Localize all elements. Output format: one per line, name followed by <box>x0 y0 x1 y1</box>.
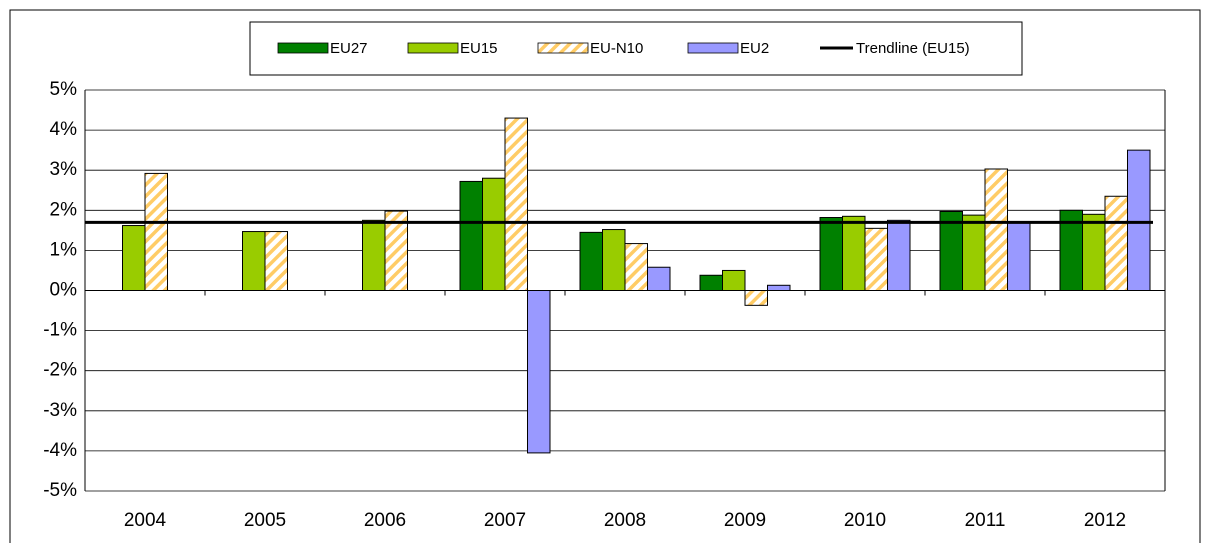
legend-label: EU27 <box>330 40 368 57</box>
legend-swatch <box>687 42 739 54</box>
bar <box>699 274 723 291</box>
x-tick-label: 2005 <box>244 510 286 531</box>
legend-swatch <box>407 42 459 54</box>
bar <box>647 266 671 292</box>
bar <box>819 217 843 292</box>
bar <box>1104 195 1128 291</box>
chart-frame <box>9 9 1201 543</box>
legend-label: EU15 <box>460 40 498 57</box>
x-tick-label: 2011 <box>965 510 1006 531</box>
x-tick-label: 2010 <box>844 510 886 531</box>
legend: EU27 EU15 EU-N10 EU2 Trendline (EU15) <box>249 21 1023 76</box>
bar <box>1127 149 1151 291</box>
bar <box>1007 221 1031 291</box>
bar <box>602 229 626 292</box>
bar <box>722 269 746 292</box>
y-tick-label: 1% <box>50 239 78 260</box>
bar <box>384 210 408 292</box>
x-tick-label: 2006 <box>364 510 406 531</box>
y-tick-label: -4% <box>43 440 77 461</box>
x-tick-label: 2008 <box>604 510 646 531</box>
bar <box>362 219 386 291</box>
legend-label: EU-N10 <box>590 40 643 57</box>
bar <box>242 231 266 291</box>
y-tick-label: 3% <box>50 159 78 180</box>
legend-label: Trendline (EU15) <box>856 40 970 57</box>
y-tick-label: 0% <box>50 280 78 301</box>
bar <box>579 231 603 291</box>
y-tick-label: -1% <box>43 320 77 341</box>
y-tick-label: 5% <box>50 79 78 100</box>
y-tick-label: -5% <box>43 480 77 501</box>
bar <box>264 231 288 291</box>
bar <box>744 290 768 306</box>
y-tick-label: -2% <box>43 360 77 381</box>
bar <box>527 290 551 454</box>
x-tick-label: 2007 <box>484 510 526 531</box>
bar <box>887 219 911 291</box>
bar <box>144 172 168 292</box>
bar <box>767 284 791 291</box>
bar <box>864 227 888 291</box>
bar <box>1082 213 1106 291</box>
legend-swatch <box>277 42 329 54</box>
bar <box>122 225 146 291</box>
legend-box <box>249 21 1023 76</box>
x-tick-label: 2004 <box>124 510 167 531</box>
bar <box>842 215 866 291</box>
bar <box>482 177 506 291</box>
y-tick-label: -3% <box>43 400 77 421</box>
bar <box>984 168 1008 291</box>
bar <box>962 214 986 291</box>
bar <box>624 243 648 291</box>
y-tick-label: 4% <box>50 119 78 140</box>
legend-swatch <box>537 42 589 54</box>
x-tick-label: 2012 <box>1084 510 1126 531</box>
legend-label: EU2 <box>740 40 769 57</box>
bar <box>459 180 483 291</box>
x-tick-label: 2009 <box>724 510 766 531</box>
y-tick-label: 2% <box>50 199 78 220</box>
bar <box>504 117 528 291</box>
